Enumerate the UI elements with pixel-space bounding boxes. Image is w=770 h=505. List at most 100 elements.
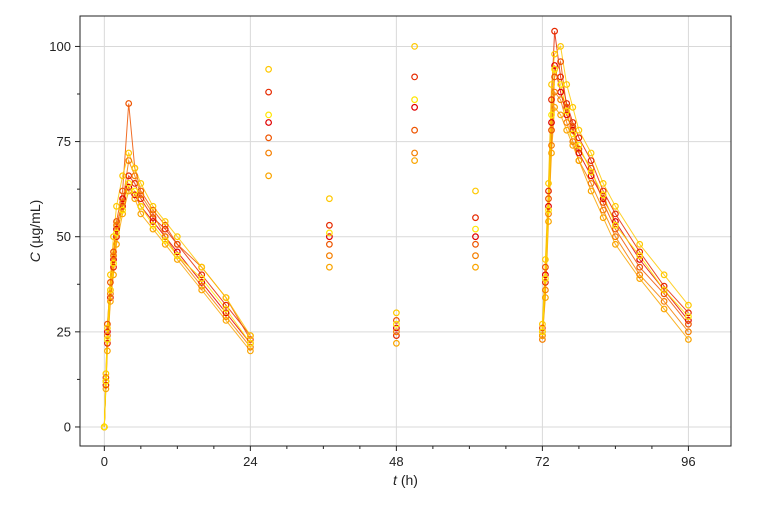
- data-point: [131, 187, 139, 195]
- data-point: [599, 179, 607, 187]
- data-point: [636, 271, 644, 279]
- data-point: [539, 320, 546, 328]
- data-point: [265, 172, 273, 180]
- data-point: [472, 263, 479, 271]
- data-point: [545, 206, 552, 214]
- x-tick-label: 96: [681, 454, 695, 469]
- x-axis-unit: (h): [397, 472, 418, 488]
- data-point: [149, 214, 157, 222]
- data-point: [161, 233, 169, 241]
- data-point: [198, 282, 206, 290]
- data-point: [612, 202, 619, 210]
- data-point: [103, 347, 111, 355]
- data-point: [685, 336, 692, 343]
- data-point: [102, 381, 110, 389]
- data-point: [599, 206, 607, 214]
- data-point: [575, 134, 583, 142]
- data-point: [539, 324, 546, 332]
- data-point: [563, 126, 571, 134]
- data-point: [569, 138, 577, 146]
- data-point: [173, 248, 181, 256]
- data-point: [119, 199, 126, 206]
- data-point: [103, 328, 111, 336]
- data-point: [660, 305, 668, 313]
- data-point: [393, 332, 400, 340]
- data-point: [551, 73, 558, 81]
- data-point: [542, 263, 549, 271]
- data-point: [137, 210, 145, 218]
- data-point: [149, 225, 157, 233]
- data-point: [173, 256, 181, 263]
- data-point: [612, 218, 619, 225]
- y-tick-label: 25: [57, 324, 71, 339]
- data-point: [557, 43, 564, 50]
- data-point: [636, 256, 644, 263]
- data-point: [113, 229, 120, 237]
- data-point: [557, 111, 564, 119]
- data-point: [110, 259, 117, 267]
- x-axis-title: t (h): [393, 472, 418, 488]
- data-point: [636, 248, 644, 256]
- data-point: [106, 298, 114, 305]
- y-tick-label: 0: [64, 419, 71, 434]
- data-point: [539, 328, 546, 336]
- data-point: [472, 252, 479, 260]
- data-point: [102, 377, 110, 385]
- data-point: [125, 149, 133, 157]
- data-point: [113, 225, 120, 233]
- y-axis-symbol: C: [27, 251, 43, 262]
- data-point: [110, 256, 117, 263]
- data-point: [393, 317, 400, 324]
- data-point: [113, 240, 120, 248]
- data-point: [612, 225, 619, 233]
- data-point: [103, 336, 111, 343]
- data-point: [393, 320, 400, 328]
- data-point: [599, 214, 607, 222]
- data-point: [106, 286, 114, 294]
- data-point: [551, 88, 558, 96]
- data-point: [198, 286, 206, 294]
- data-point: [393, 328, 400, 336]
- data-point: [161, 221, 169, 229]
- x-tick-label: 0: [101, 454, 108, 469]
- data-point: [173, 240, 181, 248]
- data-point: [110, 252, 117, 260]
- data-point: [113, 221, 120, 229]
- data-point: [548, 119, 555, 126]
- data-point: [685, 317, 692, 324]
- data-point: [131, 195, 139, 203]
- data-point: [542, 294, 549, 302]
- data-point: [246, 332, 254, 340]
- data-point: [599, 195, 607, 203]
- data-point: [557, 96, 564, 104]
- data-point: [542, 279, 549, 286]
- y-tick-label: 50: [57, 229, 71, 244]
- data-point: [411, 43, 419, 50]
- data-point: [106, 294, 114, 302]
- data-point: [551, 103, 558, 111]
- data-point: [548, 81, 555, 88]
- data-point: [636, 252, 644, 260]
- x-tick-label: 48: [389, 454, 403, 469]
- data-point: [103, 332, 111, 340]
- data-point: [587, 179, 595, 187]
- data-point: [393, 309, 400, 317]
- data-point: [542, 286, 549, 294]
- data-point: [149, 221, 157, 229]
- data-point: [326, 252, 333, 260]
- data-point: [125, 183, 133, 191]
- data-point: [161, 240, 169, 248]
- data-point: [137, 202, 145, 210]
- data-point: [557, 58, 564, 66]
- data-point: [545, 202, 552, 210]
- data-point: [599, 199, 607, 206]
- data-point: [137, 179, 145, 187]
- data-point: [198, 263, 206, 271]
- data-point: [149, 210, 157, 218]
- data-point: [106, 279, 114, 286]
- data-point: [113, 218, 120, 225]
- data-point: [587, 164, 595, 172]
- data-point: [563, 100, 571, 107]
- data-point: [472, 225, 479, 233]
- data-point: [103, 320, 111, 328]
